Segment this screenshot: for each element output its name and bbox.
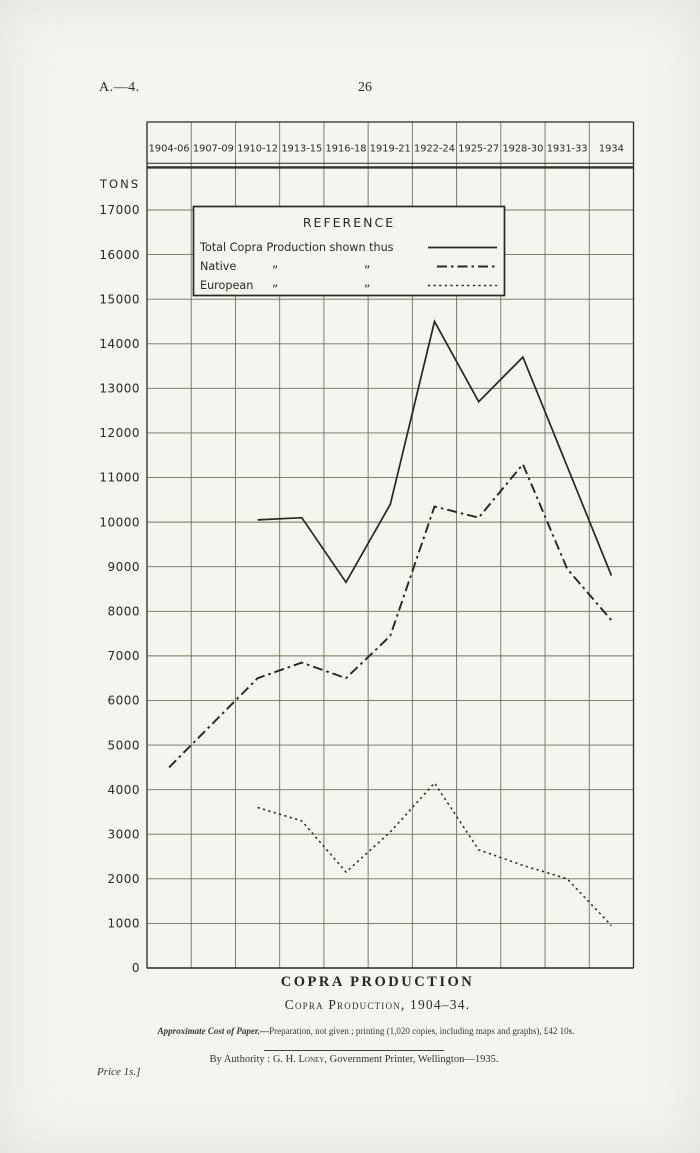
y-axis-tick-label: 3000 bbox=[107, 827, 140, 841]
chart-title: COPRA PRODUCTION bbox=[280, 974, 475, 990]
legend-row-label: Total Copra Production shown thus bbox=[199, 241, 394, 254]
x-axis-period-label: 1916-18 bbox=[326, 144, 367, 155]
authority-prefix: By Authority : bbox=[209, 1054, 273, 1065]
chart-caption: Copra Production, 1904–34. bbox=[284, 997, 471, 1012]
x-axis-period-label: 1904-06 bbox=[149, 144, 190, 155]
x-axis-period-label: 1919-21 bbox=[370, 144, 411, 155]
y-axis-tick-label: 14000 bbox=[99, 337, 140, 351]
cost-of-paper-note: Approximate Cost of Paper.—Preparation, … bbox=[33, 1026, 699, 1036]
x-axis-period-label: 1931-33 bbox=[547, 144, 588, 155]
y-axis-tick-label: 7000 bbox=[107, 649, 140, 663]
legend-title: REFERENCE bbox=[303, 215, 395, 230]
cost-note-lead: Approximate Cost of Paper.— bbox=[157, 1026, 270, 1036]
y-axis-tick-label: 17000 bbox=[99, 203, 140, 217]
series-line-total-copra-production bbox=[257, 319, 613, 584]
x-axis-period-label: 1928-30 bbox=[502, 144, 543, 155]
legend-row-label: European bbox=[200, 279, 253, 292]
y-axis-tick-label: 16000 bbox=[99, 248, 140, 262]
y-axis-unit-label: TONS bbox=[99, 177, 140, 191]
x-axis-period-label: 1934 bbox=[599, 144, 624, 155]
legend-ditto-mark: „ bbox=[272, 256, 278, 270]
printer-name: G. H. Loney bbox=[272, 1054, 325, 1065]
authority-rule bbox=[264, 1050, 444, 1051]
authority-rest: , Government Printer, Wellington—1935. bbox=[324, 1054, 499, 1065]
x-axis-period-label: 1907-09 bbox=[193, 144, 234, 155]
report-code: A.—4. bbox=[99, 80, 140, 95]
legend-ditto-mark: „ bbox=[364, 275, 370, 289]
y-axis-tick-label: 11000 bbox=[99, 471, 140, 485]
y-axis-tick-label: 12000 bbox=[99, 426, 140, 440]
y-axis-tick-label: 8000 bbox=[107, 604, 140, 618]
y-axis-tick-label: 0 bbox=[132, 961, 140, 975]
legend-box: REFERENCE Total Copra Production shown th… bbox=[192, 205, 506, 297]
y-axis-tick-label: 13000 bbox=[99, 382, 140, 396]
page-number: 26 bbox=[358, 80, 372, 95]
y-axis-tick-label: 1000 bbox=[107, 917, 140, 931]
cost-note-body: Preparation, not given ; printing (1,020… bbox=[269, 1026, 575, 1036]
x-axis-period-label: 1910-12 bbox=[237, 144, 278, 155]
legend-ditto-mark: „ bbox=[272, 275, 278, 289]
y-axis-tick-label: 6000 bbox=[107, 694, 140, 708]
y-axis-tick-label: 10000 bbox=[99, 515, 140, 529]
x-axis-period-label: 1913-15 bbox=[281, 144, 322, 155]
y-axis-tick-label: 9000 bbox=[107, 560, 140, 574]
y-axis-tick-label: 5000 bbox=[107, 738, 140, 752]
series-line-native bbox=[168, 462, 613, 769]
series-line-european bbox=[257, 781, 612, 927]
legend-ditto-mark: „ bbox=[364, 256, 370, 270]
price-note: Price 1s.] bbox=[97, 1066, 141, 1078]
authority-block: By Authority : G. H. Loney, Government P… bbox=[8, 1050, 700, 1065]
axis-labels: TONS 0 1000 2000 3000 4000 5000 6000 7000 8000 900… bbox=[99, 144, 624, 976]
legend-row-label: Native bbox=[200, 260, 236, 273]
y-axis-tick-label: 15000 bbox=[99, 292, 140, 306]
y-axis-tick-label: 2000 bbox=[107, 872, 140, 886]
chart-title-block: COPRA PRODUCTION Copra Production, 1904–… bbox=[55, 974, 700, 1013]
x-axis-period-label: 1925-27 bbox=[458, 144, 499, 155]
x-axis-period-label: 1922-24 bbox=[414, 144, 455, 155]
y-axis-tick-label: 4000 bbox=[107, 783, 140, 797]
